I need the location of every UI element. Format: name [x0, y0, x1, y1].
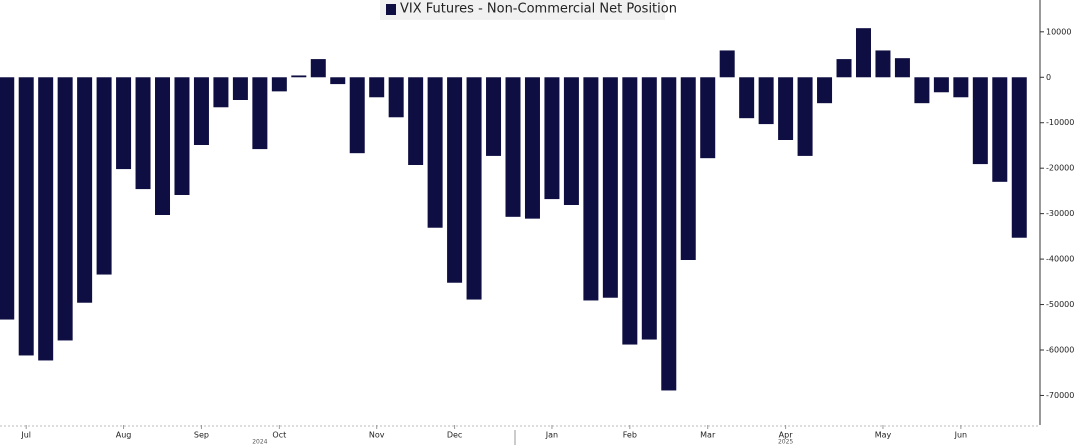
bar	[116, 77, 132, 170]
bar	[758, 77, 774, 125]
bar	[700, 77, 716, 159]
x-tick-label: Oct	[272, 431, 286, 440]
bar	[778, 77, 794, 140]
bar	[388, 77, 404, 118]
bar	[447, 77, 463, 283]
bar	[524, 77, 540, 219]
y-tick-label: -70000	[1046, 391, 1074, 400]
bar	[408, 77, 424, 165]
y-tick-label: -10000	[1046, 118, 1074, 127]
bar	[953, 77, 969, 98]
x-tick-label: Aug	[116, 431, 132, 440]
bar	[680, 77, 696, 260]
bar	[505, 77, 521, 217]
bar	[330, 77, 346, 85]
bar	[797, 77, 813, 156]
bar	[583, 77, 599, 301]
bar	[369, 77, 385, 98]
bar	[855, 28, 871, 78]
legend-label: VIX Futures - Non-Commercial Net Positio…	[400, 2, 677, 17]
bar	[135, 77, 151, 190]
legend	[380, 0, 665, 20]
bar	[719, 50, 735, 78]
bar	[641, 77, 657, 340]
bar	[310, 59, 326, 78]
x-tick-label: Feb	[623, 431, 637, 440]
bar	[894, 58, 910, 78]
y-tick-label: 10000	[1046, 27, 1071, 36]
bar	[174, 77, 190, 195]
year-label: 2024	[252, 439, 267, 445]
bar	[77, 77, 93, 303]
bar	[38, 77, 54, 361]
y-tick-label: -60000	[1046, 346, 1074, 355]
x-tick-label: Jan	[545, 431, 558, 440]
x-tick-label: Jun	[954, 431, 968, 440]
year-label: 2025	[778, 439, 793, 445]
bar	[349, 77, 365, 154]
y-tick-label: -20000	[1046, 164, 1074, 173]
bar	[271, 77, 287, 92]
bar	[992, 77, 1008, 182]
bar	[252, 77, 268, 150]
bar	[466, 77, 482, 300]
bar	[193, 77, 209, 145]
bar	[486, 77, 502, 156]
bar	[427, 77, 443, 228]
bar	[972, 77, 988, 165]
bar	[18, 77, 34, 356]
bar	[817, 77, 833, 104]
bar	[0, 77, 15, 320]
legend-swatch	[386, 4, 396, 15]
bar	[914, 77, 930, 104]
x-tick-label: Apr	[779, 431, 794, 440]
x-tick-label: Dec	[447, 431, 462, 440]
y-tick-label: -50000	[1046, 300, 1074, 309]
x-tick-label: May	[875, 431, 892, 440]
bar	[602, 77, 618, 298]
bar	[739, 77, 755, 119]
bar	[622, 77, 638, 345]
y-tick-label: -30000	[1046, 209, 1074, 218]
bar	[96, 77, 112, 275]
bar	[933, 77, 949, 93]
bar	[563, 77, 579, 205]
x-tick-label: Jul	[20, 431, 31, 440]
y-tick-label: 0	[1046, 73, 1051, 82]
bar	[232, 77, 248, 100]
bar	[291, 75, 307, 78]
bar	[57, 77, 73, 341]
bar	[155, 77, 171, 215]
bar	[544, 77, 560, 200]
x-tick-label: Sep	[194, 431, 209, 440]
bar	[836, 59, 852, 78]
bar	[1011, 77, 1027, 238]
x-tick-label: Mar	[700, 431, 716, 440]
x-tick-label: Nov	[369, 431, 385, 440]
bar	[661, 77, 677, 391]
bar	[213, 77, 229, 108]
bar	[875, 50, 891, 78]
y-tick-label: -40000	[1046, 255, 1074, 264]
